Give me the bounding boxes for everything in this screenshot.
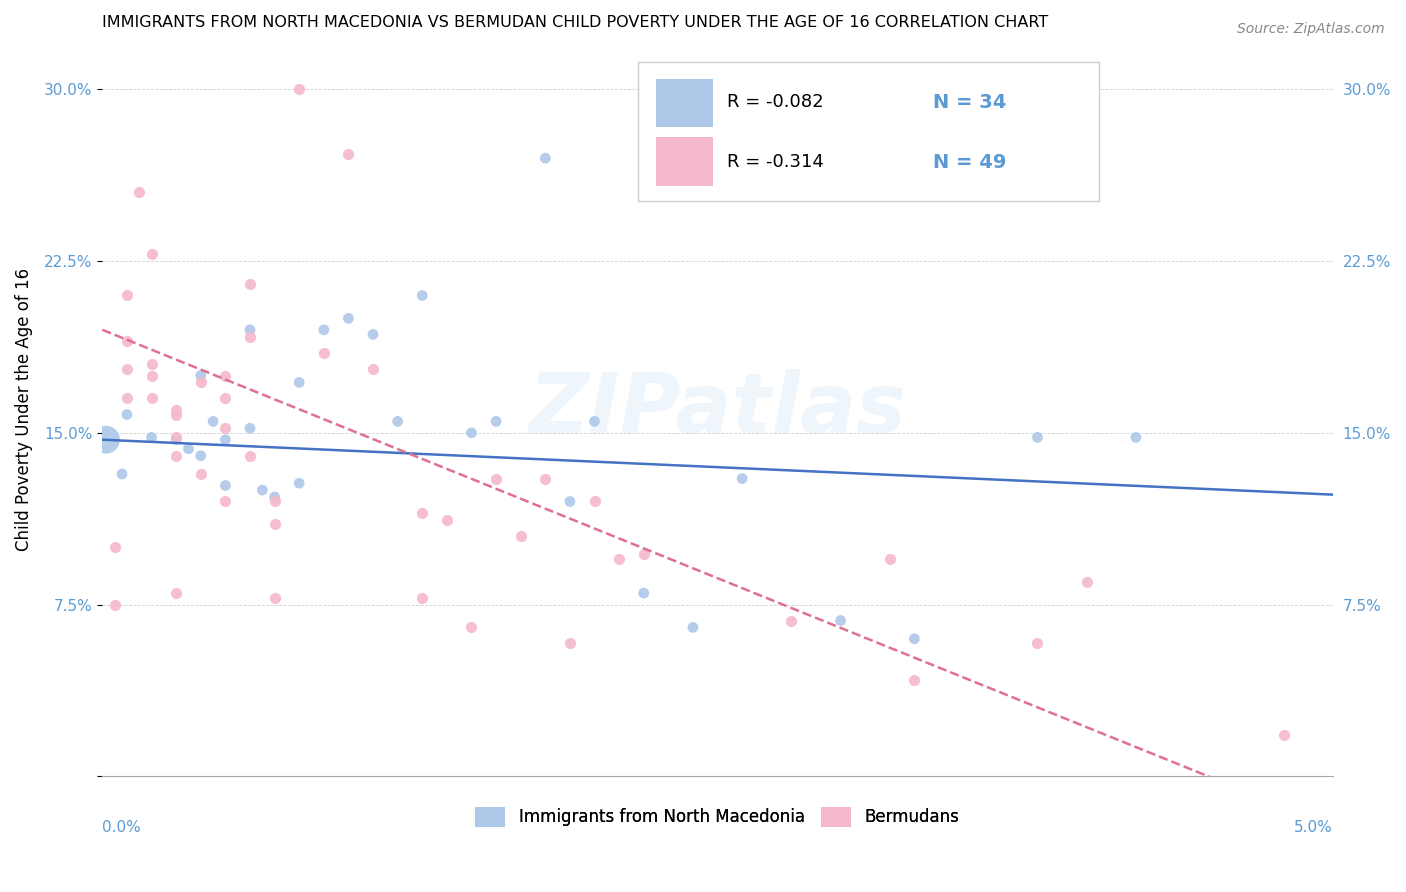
Point (239, 277, 262, 291)
Point (436, 513, 458, 527)
Point (1026, 430, 1049, 444)
Point (190, 368, 212, 383)
Point (558, 494, 581, 508)
Point (312, 345, 335, 359)
Point (312, 323, 335, 337)
Point (214, 478, 236, 492)
Point (337, 146, 360, 161)
Text: R = -0.082: R = -0.082 (727, 94, 824, 112)
Point (115, 288, 138, 302)
Point (214, 494, 236, 508)
Point (460, 620, 482, 634)
Point (165, 408, 187, 422)
Point (1076, 574, 1098, 589)
Point (682, 620, 704, 634)
Point (583, 414, 606, 428)
Point (239, 329, 262, 343)
Point (1026, 636, 1049, 650)
Point (239, 449, 262, 463)
Point (558, 636, 581, 650)
Point (115, 334, 138, 349)
Point (165, 586, 187, 600)
Point (509, 529, 531, 543)
Point (239, 421, 262, 435)
Point (411, 591, 433, 605)
Point (903, 632, 925, 646)
Point (1125, 430, 1147, 444)
Point (583, 494, 606, 508)
Point (165, 433, 187, 447)
Text: Source: ZipAtlas.com: Source: ZipAtlas.com (1237, 22, 1385, 37)
Text: N = 49: N = 49 (934, 153, 1007, 172)
Point (361, 361, 384, 376)
Point (485, 472, 508, 486)
Point (165, 430, 187, 444)
Point (288, 82, 311, 96)
Point (214, 368, 236, 383)
Point (731, 472, 754, 486)
Point (534, 151, 557, 165)
Point (485, 414, 508, 428)
Point (361, 327, 384, 342)
Point (104, 598, 127, 612)
Point (190, 467, 212, 481)
Point (288, 476, 311, 491)
Point (141, 247, 163, 261)
Point (411, 506, 433, 520)
FancyBboxPatch shape (657, 137, 713, 186)
Text: N = 34: N = 34 (934, 93, 1007, 112)
Point (633, 586, 655, 600)
Point (104, 541, 127, 555)
Point (214, 421, 236, 435)
Point (387, 414, 409, 428)
Point (115, 392, 138, 406)
Point (239, 323, 262, 337)
Point (190, 449, 212, 463)
Point (202, 414, 225, 428)
Text: IMMIGRANTS FROM NORTH MACEDONIA VS BERMUDAN CHILD POVERTY UNDER THE AGE OF 16 CO: IMMIGRANTS FROM NORTH MACEDONIA VS BERMU… (103, 15, 1049, 30)
Point (263, 494, 285, 508)
Point (141, 368, 163, 383)
Y-axis label: Child Poverty Under the Age of 16: Child Poverty Under the Age of 16 (15, 268, 32, 551)
Point (115, 408, 138, 422)
Point (534, 472, 557, 486)
Point (263, 517, 285, 532)
Point (460, 425, 482, 440)
Text: R = -0.314: R = -0.314 (727, 153, 824, 171)
Point (263, 490, 285, 504)
Point (830, 614, 852, 628)
Text: ZIPatlas: ZIPatlas (529, 369, 907, 450)
Point (128, 186, 150, 200)
Point (177, 442, 200, 456)
Point (252, 483, 274, 497)
FancyBboxPatch shape (637, 62, 1099, 202)
Point (879, 551, 901, 566)
Legend: Immigrants from North Macedonia, Bermudans: Immigrants from North Macedonia, Bermuda… (468, 800, 966, 834)
Point (607, 551, 630, 566)
Point (288, 376, 311, 390)
Point (903, 673, 925, 687)
Point (1272, 728, 1295, 742)
Point (165, 449, 187, 463)
FancyBboxPatch shape (657, 78, 713, 128)
Point (190, 376, 212, 390)
Point (94, 433, 117, 447)
Point (337, 311, 360, 326)
Point (780, 614, 803, 628)
Point (263, 591, 285, 605)
Point (633, 547, 655, 561)
Point (411, 288, 433, 302)
Text: 0.0%: 0.0% (103, 820, 141, 835)
Point (115, 361, 138, 376)
Point (165, 403, 187, 417)
Point (111, 467, 134, 481)
Point (141, 357, 163, 371)
Point (141, 392, 163, 406)
Point (214, 392, 236, 406)
Text: 5.0%: 5.0% (1294, 820, 1333, 835)
Point (141, 430, 163, 444)
Point (214, 433, 236, 447)
